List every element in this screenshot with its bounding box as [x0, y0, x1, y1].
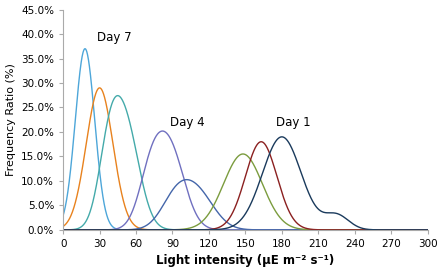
X-axis label: Light intensity (μE m⁻² s⁻¹): Light intensity (μE m⁻² s⁻¹)	[156, 254, 334, 268]
Text: Day 1: Day 1	[276, 117, 311, 129]
Text: Day 7: Day 7	[97, 31, 132, 44]
Y-axis label: Frequency Ratio (%): Frequency Ratio (%)	[6, 63, 16, 176]
Text: Day 4: Day 4	[170, 117, 205, 129]
